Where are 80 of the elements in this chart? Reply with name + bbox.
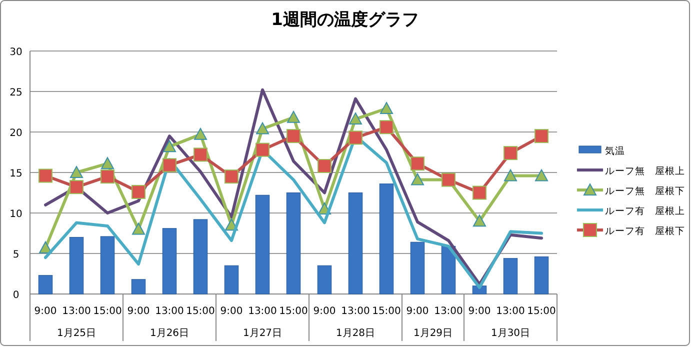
x-tick-label: 13:00 [155, 306, 184, 317]
point [39, 241, 52, 254]
point [535, 169, 548, 182]
x-tick-label: 15:00 [93, 306, 122, 317]
bar [224, 265, 239, 294]
point [224, 170, 238, 184]
x-tick-label: 9:00 [468, 306, 491, 317]
point [472, 186, 486, 200]
point [380, 102, 393, 114]
y-tick-label: 20 [10, 128, 22, 139]
point [473, 214, 486, 227]
point [349, 112, 362, 125]
bar [379, 184, 394, 294]
chart-title: 1週間の温度グラフ [271, 10, 419, 30]
x-tick-label: 9:00 [313, 306, 336, 317]
bar [100, 236, 115, 294]
point [504, 146, 518, 160]
bar [131, 279, 146, 294]
x-tick-label: 15:00 [186, 306, 215, 317]
bar [410, 242, 425, 294]
point [534, 129, 548, 144]
x-tick-label: 13:00 [341, 306, 370, 317]
point [410, 156, 424, 171]
point [100, 170, 114, 184]
legend-label: 気温 [605, 145, 625, 157]
x-tick-label: 15:00 [279, 306, 308, 317]
y-tick-label: 5 [12, 250, 20, 260]
bar [348, 192, 363, 294]
point [38, 168, 52, 183]
point [411, 173, 424, 186]
bar [441, 246, 456, 294]
legend-label: ルーフ無 屋根下 [605, 185, 685, 197]
bar [534, 256, 549, 294]
x-tick-label: 15:00 [527, 306, 556, 317]
x-tick-label: 9:00 [220, 306, 243, 317]
point [194, 148, 208, 162]
y-tick-label: 15 [10, 168, 22, 180]
point [194, 128, 207, 140]
bar [286, 192, 301, 294]
y-tick-label: 25 [10, 88, 22, 98]
bar [317, 265, 332, 294]
x-tick-label: 13:00 [496, 306, 525, 317]
y-tick-label: 0 [12, 290, 20, 301]
x-tick-label: 9:00 [34, 306, 57, 317]
x-tick-label: 13:00 [434, 306, 463, 317]
point [287, 110, 300, 123]
text: 1月28日 [336, 328, 376, 339]
bar [503, 258, 518, 294]
legend-label: ルーフ有 屋根上 [605, 205, 685, 217]
x-tick-label: 13:00 [62, 306, 91, 317]
bar [193, 219, 208, 294]
point [132, 184, 146, 199]
legend-label: ルーフ有 屋根下 [605, 225, 685, 237]
point [132, 222, 145, 235]
text: 1月26日 [150, 328, 190, 339]
point [70, 166, 83, 178]
point [504, 169, 517, 182]
y-tick-label: 10 [10, 209, 22, 220]
text: 1月29日 [413, 328, 453, 339]
x-tick-label: 9:00 [127, 306, 150, 317]
bar [255, 194, 270, 294]
bar [38, 275, 53, 294]
point [163, 140, 176, 152]
point [318, 159, 332, 174]
point [286, 129, 300, 144]
point [256, 122, 269, 134]
bar [162, 228, 177, 294]
point [101, 157, 114, 170]
bar [69, 237, 84, 294]
point [380, 120, 394, 134]
point [348, 130, 362, 145]
legend-label: ルーフ無 屋根上 [605, 165, 685, 177]
y-tick-label: 30 [10, 47, 22, 58]
x-tick-label: 13:00 [248, 306, 277, 317]
x-tick-label: 15:00 [372, 306, 401, 317]
point [162, 158, 176, 172]
x-tick-label: 9:00 [406, 306, 429, 317]
text: 1月25日 [56, 328, 96, 339]
text: 1月27日 [242, 328, 282, 339]
text: 1月30日 [490, 328, 530, 339]
